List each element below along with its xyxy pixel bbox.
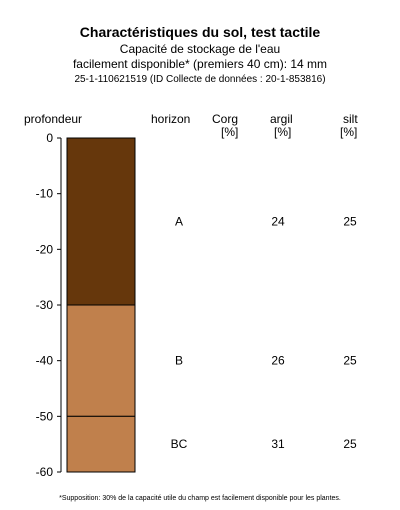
header-corg-unit: [%] bbox=[221, 125, 239, 139]
chart-subtitle-capacity: Capacité de stockage de l'eau bbox=[119, 42, 281, 56]
argil-value-a: 24 bbox=[271, 215, 285, 229]
depth-tick-label: -50 bbox=[36, 409, 54, 423]
header-horizon: horizon bbox=[151, 112, 191, 126]
silt-value-b: 25 bbox=[343, 354, 357, 368]
silt-value-a: 25 bbox=[343, 215, 357, 229]
silt-value-bc: 25 bbox=[343, 437, 357, 451]
horizon-label-a: A bbox=[175, 215, 183, 229]
horizon-bar-b bbox=[66, 304, 136, 417]
horizon-bar-a bbox=[66, 137, 136, 306]
depth-tick-label: -30 bbox=[36, 298, 54, 312]
header-corg: Corg bbox=[212, 112, 239, 126]
argil-value-b: 26 bbox=[271, 354, 285, 368]
footnote: *Supposition: 30% de la capacité utile d… bbox=[59, 495, 341, 502]
horizon-bar-bc bbox=[66, 415, 136, 473]
argil-value-bc: 31 bbox=[271, 437, 285, 451]
header-silt: silt bbox=[343, 112, 358, 126]
depth-tick-label: -20 bbox=[36, 242, 54, 256]
depth-tick-label: -10 bbox=[36, 187, 54, 201]
header-depth: profondeur bbox=[24, 112, 83, 126]
depth-tick-label: -60 bbox=[36, 465, 54, 479]
horizon-label-bc: BC bbox=[171, 437, 188, 451]
header-argil-unit: [%] bbox=[274, 125, 292, 139]
chart-subtitle-id: 25-1-110621519 (ID Collecte de données :… bbox=[74, 74, 326, 85]
header-argil: argil bbox=[270, 112, 293, 126]
horizon-label-b: B bbox=[175, 354, 183, 368]
header-silt-unit: [%] bbox=[340, 125, 358, 139]
depth-tick-label: -40 bbox=[36, 354, 54, 368]
depth-tick-label: 0 bbox=[46, 131, 53, 145]
chart-title: Charactéristiques du sol, test tactile bbox=[79, 24, 321, 40]
chart-subtitle-available: facilement disponible* (premiers 40 cm):… bbox=[72, 57, 328, 71]
